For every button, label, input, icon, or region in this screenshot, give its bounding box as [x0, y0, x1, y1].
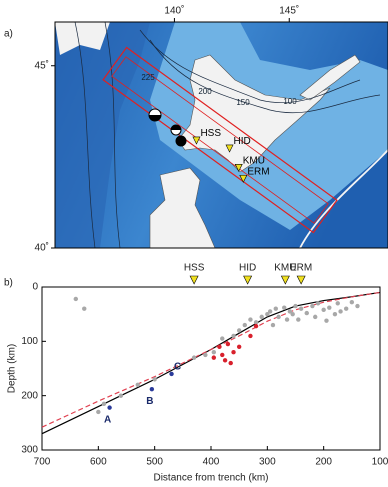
station-label: HSS: [200, 128, 221, 139]
data-point: [293, 304, 297, 308]
x-tick-label: 200: [315, 457, 332, 468]
y-tick-label: 300: [21, 445, 38, 456]
data-point: [220, 336, 224, 340]
data-point: [223, 358, 227, 362]
y-tick-label: 100: [21, 336, 38, 347]
figure: a)140˚145˚40˚45˚225200150100HSSHIDKMUERM…: [0, 0, 388, 487]
station-label: KMU: [243, 155, 265, 166]
x-tick-label: 140˚: [164, 5, 184, 17]
data-point: [248, 334, 252, 338]
y-tick-label: 45˚: [35, 59, 49, 71]
station-label: ERM: [290, 263, 312, 274]
data-point: [260, 315, 264, 319]
data-point: [248, 317, 252, 321]
data-point: [217, 345, 221, 349]
data-point: [350, 300, 354, 304]
data-point: [276, 315, 280, 319]
contour-label: 200: [198, 87, 212, 96]
x-tick-label: 600: [90, 457, 107, 468]
data-point: [150, 387, 154, 391]
station-marker: [244, 276, 252, 284]
x-tick-label: 700: [34, 457, 51, 468]
data-point: [274, 307, 278, 311]
y-tick-label: 200: [21, 390, 38, 401]
panel-label: a): [4, 29, 13, 40]
x-tick-label: 100: [372, 457, 388, 468]
plot-frame: [42, 287, 380, 450]
data-point: [237, 345, 241, 349]
slab-line: [42, 292, 380, 427]
data-point: [310, 304, 314, 308]
data-point: [107, 405, 111, 409]
data-point: [290, 312, 294, 316]
station-marker: [297, 276, 305, 284]
station-marker: [281, 276, 289, 284]
contour-label: 225: [141, 73, 155, 82]
station-marker: [190, 276, 198, 284]
data-point: [296, 317, 300, 321]
data-point: [333, 312, 337, 316]
station-label: HSS: [184, 263, 205, 274]
data-point: [327, 305, 331, 309]
data-point: [344, 307, 348, 311]
data-point: [355, 304, 359, 308]
x-tick-label: 500: [146, 457, 163, 468]
data-point: [285, 317, 289, 321]
point-label: C: [174, 362, 181, 373]
x-axis-label: Distance from trench (km): [153, 473, 268, 484]
data-point: [203, 353, 207, 357]
point-label: B: [146, 396, 153, 407]
data-point: [220, 353, 224, 357]
data-point: [102, 402, 106, 406]
data-point: [152, 377, 156, 381]
station-label: HID: [234, 136, 251, 147]
data-point: [136, 383, 140, 387]
data-point: [82, 307, 86, 311]
data-point: [119, 393, 123, 397]
station-label: HID: [239, 263, 256, 274]
data-point: [192, 355, 196, 359]
data-point: [321, 308, 325, 312]
contour-label: 100: [283, 97, 297, 106]
contour-label: 150: [236, 98, 250, 107]
data-point: [231, 350, 235, 354]
data-point: [212, 350, 216, 354]
data-point: [231, 334, 235, 338]
point-label: A: [104, 414, 111, 425]
data-point: [268, 309, 272, 313]
y-tick-label: 40˚: [35, 242, 49, 254]
data-point: [336, 301, 340, 305]
slab-line: [42, 292, 380, 433]
data-point: [212, 355, 216, 359]
data-point: [305, 311, 309, 315]
data-point: [316, 301, 320, 305]
data-point: [229, 361, 233, 365]
y-tick-label: 0: [32, 282, 38, 293]
map-body: [55, 22, 388, 248]
data-point: [282, 305, 286, 309]
data-point: [338, 309, 342, 313]
x-tick-label: 400: [203, 457, 220, 468]
data-point: [74, 297, 78, 301]
data-point: [271, 323, 275, 327]
data-point: [226, 342, 230, 346]
station-label: ERM: [247, 166, 269, 177]
data-point: [254, 320, 258, 324]
data-point: [243, 323, 247, 327]
data-point: [96, 410, 100, 414]
data-point: [299, 307, 303, 311]
x-tick-label: 300: [259, 457, 276, 468]
data-point: [313, 315, 317, 319]
data-point: [254, 324, 258, 328]
data-point: [324, 318, 328, 322]
data-point: [237, 328, 241, 332]
y-axis-label: Depth (km): [7, 344, 18, 393]
x-tick-label: 145˚: [279, 5, 299, 17]
panel-label: b): [4, 278, 13, 289]
